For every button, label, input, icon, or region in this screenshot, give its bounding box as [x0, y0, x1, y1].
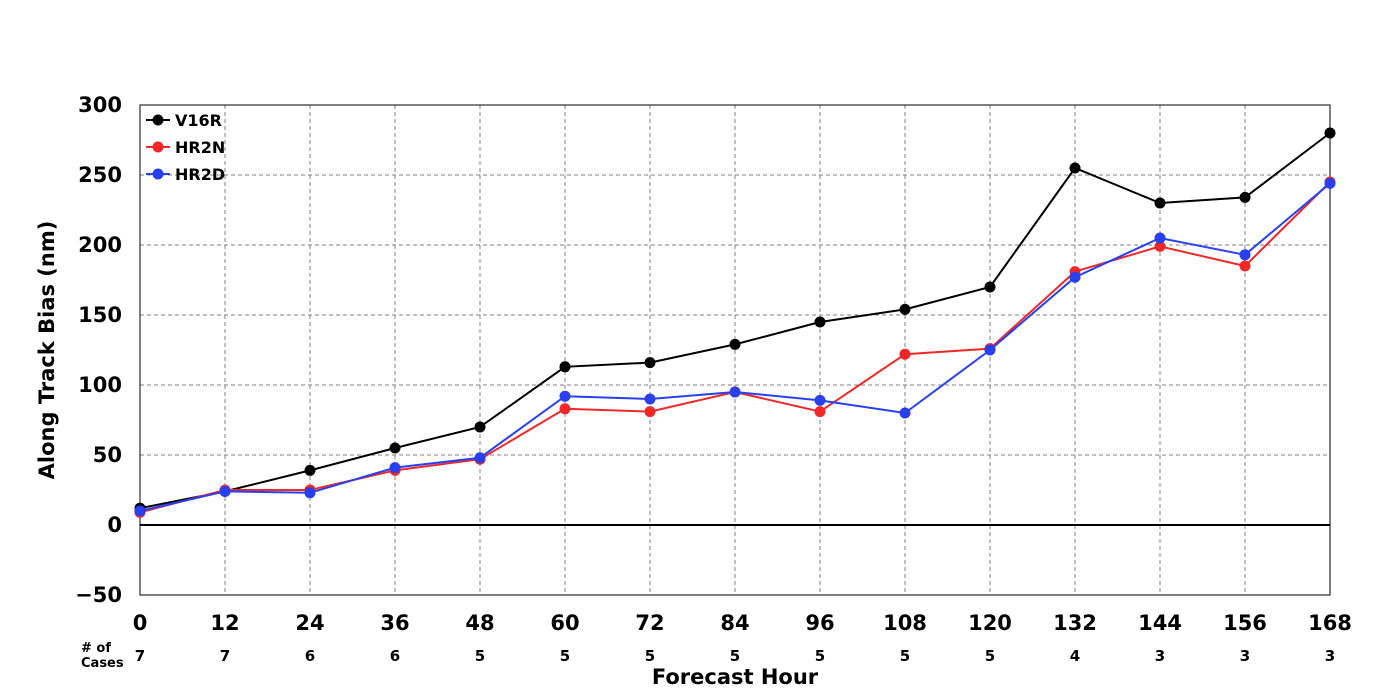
data-point: [389, 462, 401, 474]
y-tick-label: 100: [78, 373, 122, 397]
cases-label-line: # of: [81, 641, 111, 656]
case-count: 5: [985, 647, 995, 665]
data-point: [1324, 127, 1336, 139]
legend-marker: [152, 168, 164, 180]
x-tick-label: 144: [1138, 611, 1182, 635]
x-tick-label: 72: [635, 611, 664, 635]
legend-label: V16R: [175, 111, 222, 130]
data-point: [1069, 271, 1081, 283]
x-axis-title: Forecast Hour: [652, 665, 819, 689]
data-point: [644, 393, 656, 405]
data-point: [134, 505, 146, 517]
data-point: [219, 485, 231, 497]
data-point: [474, 452, 486, 464]
y-axis-title: Along Track Bias (nm): [35, 221, 59, 480]
data-point: [814, 406, 826, 418]
case-count: 7: [220, 647, 230, 665]
case-count: 5: [815, 647, 825, 665]
x-tick-label: 168: [1308, 611, 1352, 635]
case-count: 7: [135, 647, 145, 665]
case-count: 6: [305, 647, 315, 665]
x-tick-label: 84: [720, 611, 749, 635]
data-point: [1154, 197, 1166, 209]
data-point: [304, 487, 316, 499]
x-tick-label: 60: [550, 611, 579, 635]
x-tick-label: 36: [380, 611, 409, 635]
data-point: [304, 464, 316, 476]
case-count: 5: [645, 647, 655, 665]
data-point: [899, 303, 911, 315]
data-point: [644, 357, 656, 369]
data-point: [1154, 232, 1166, 244]
grid-lines: [140, 105, 1330, 595]
data-point: [1154, 240, 1166, 252]
y-tick-label: −50: [75, 583, 122, 607]
y-tick-label: 300: [78, 93, 122, 117]
case-count: 3: [1325, 647, 1335, 665]
cases-label-line: Cases: [81, 656, 124, 671]
data-point: [984, 344, 996, 356]
data-point: [814, 316, 826, 328]
data-point: [644, 406, 656, 418]
data-point: [729, 386, 741, 398]
x-tick-label: 120: [968, 611, 1012, 635]
cases-label: # of Cases: [81, 641, 124, 671]
data-point: [1239, 191, 1251, 203]
y-tick-label: 150: [78, 303, 122, 327]
plot-frame: [139, 104, 1331, 596]
data-point: [1324, 177, 1336, 189]
legend-item: HR2N: [146, 138, 225, 157]
data-point: [1239, 249, 1251, 261]
y-tick-label: 0: [107, 513, 122, 537]
data-point: [1069, 162, 1081, 174]
y-tick-label: 200: [78, 233, 122, 257]
legend-label: HR2N: [175, 138, 225, 157]
data-point: [1239, 260, 1251, 272]
x-tick-label: 48: [465, 611, 494, 635]
x-tick-label: 108: [883, 611, 927, 635]
case-count: 5: [475, 647, 485, 665]
series-hr2d: [134, 177, 1336, 517]
case-count: 6: [390, 647, 400, 665]
x-tick-label: 132: [1053, 611, 1097, 635]
data-point: [814, 394, 826, 406]
x-tick-labels: 0 12 24 36 48 60 72 84 96 108 120 132 144 156 168: [133, 611, 1352, 635]
y-tick-label: 250: [78, 163, 122, 187]
data-point: [389, 442, 401, 454]
x-tick-label: 96: [805, 611, 834, 635]
data-point: [984, 281, 996, 293]
legend: V16R HR2N HR2D: [146, 111, 225, 184]
case-counts: # of Cases 7 7 6 6 5 5 5 5 5 5 5 4 3 3 3: [81, 641, 1335, 671]
data-point: [559, 361, 571, 373]
data-point: [474, 421, 486, 433]
case-count: 3: [1240, 647, 1250, 665]
case-count: 3: [1155, 647, 1165, 665]
data-point: [559, 403, 571, 415]
y-tick-label: 50: [93, 443, 122, 467]
data-point: [729, 338, 741, 350]
x-tick-label: 0: [133, 611, 148, 635]
legend-marker: [152, 141, 164, 153]
case-count: 5: [560, 647, 570, 665]
case-count: 5: [900, 647, 910, 665]
case-count: 5: [730, 647, 740, 665]
case-count: 4: [1070, 647, 1080, 665]
data-point: [899, 407, 911, 419]
legend-item: HR2D: [146, 165, 225, 184]
y-tick-labels: −50 0 50 100 150 200 250 300: [75, 93, 122, 607]
series-group: [134, 127, 1336, 518]
legend-label: HR2D: [175, 165, 225, 184]
data-point: [899, 348, 911, 360]
legend-marker: [152, 114, 164, 126]
x-tick-label: 12: [210, 611, 239, 635]
x-tick-label: 24: [295, 611, 324, 635]
x-tick-label: 156: [1223, 611, 1267, 635]
legend-item: V16R: [146, 111, 222, 130]
data-point: [559, 390, 571, 402]
